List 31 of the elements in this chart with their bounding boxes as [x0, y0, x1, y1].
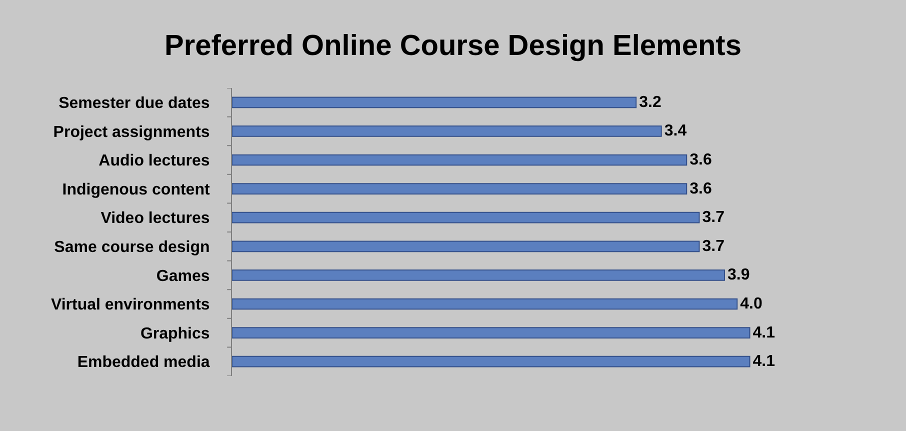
bar — [232, 356, 750, 368]
data-label: 3.2 — [639, 94, 662, 111]
data-label: 3.7 — [702, 209, 725, 226]
y-tick-label: Same course design — [54, 239, 210, 256]
chart-title: Preferred Online Course Design Elements — [164, 30, 742, 62]
data-label: 3.6 — [690, 152, 712, 168]
bar — [232, 298, 738, 310]
y-tick-label: Games — [156, 268, 210, 285]
y-tick-label: Virtual environments — [50, 296, 210, 314]
bar — [232, 183, 688, 194]
bar — [232, 327, 750, 338]
data-label: 3.9 — [727, 266, 750, 284]
y-tick-label: Audio lectures — [98, 152, 210, 170]
bar — [232, 212, 700, 224]
y-tick-label: Semester due dates — [58, 95, 210, 112]
data-label: 4.1 — [752, 324, 776, 342]
y-tick-label: Video lectures — [100, 210, 210, 228]
data-label: 4.0 — [740, 296, 762, 312]
data-label: 3.7 — [702, 238, 725, 255]
y-tick-label: Graphics — [140, 325, 210, 342]
y-tick-label: Embedded media — [77, 354, 210, 372]
bar — [232, 154, 688, 166]
bar — [232, 240, 700, 252]
bar — [232, 126, 662, 137]
bar — [232, 270, 725, 281]
data-label: 3.4 — [664, 122, 687, 140]
data-label: 3.6 — [690, 180, 712, 198]
data-label: 4.1 — [752, 353, 776, 370]
bar — [232, 96, 637, 108]
y-tick-label: Indigenous content — [62, 181, 210, 198]
y-tick-label: Project assignments — [53, 124, 210, 141]
